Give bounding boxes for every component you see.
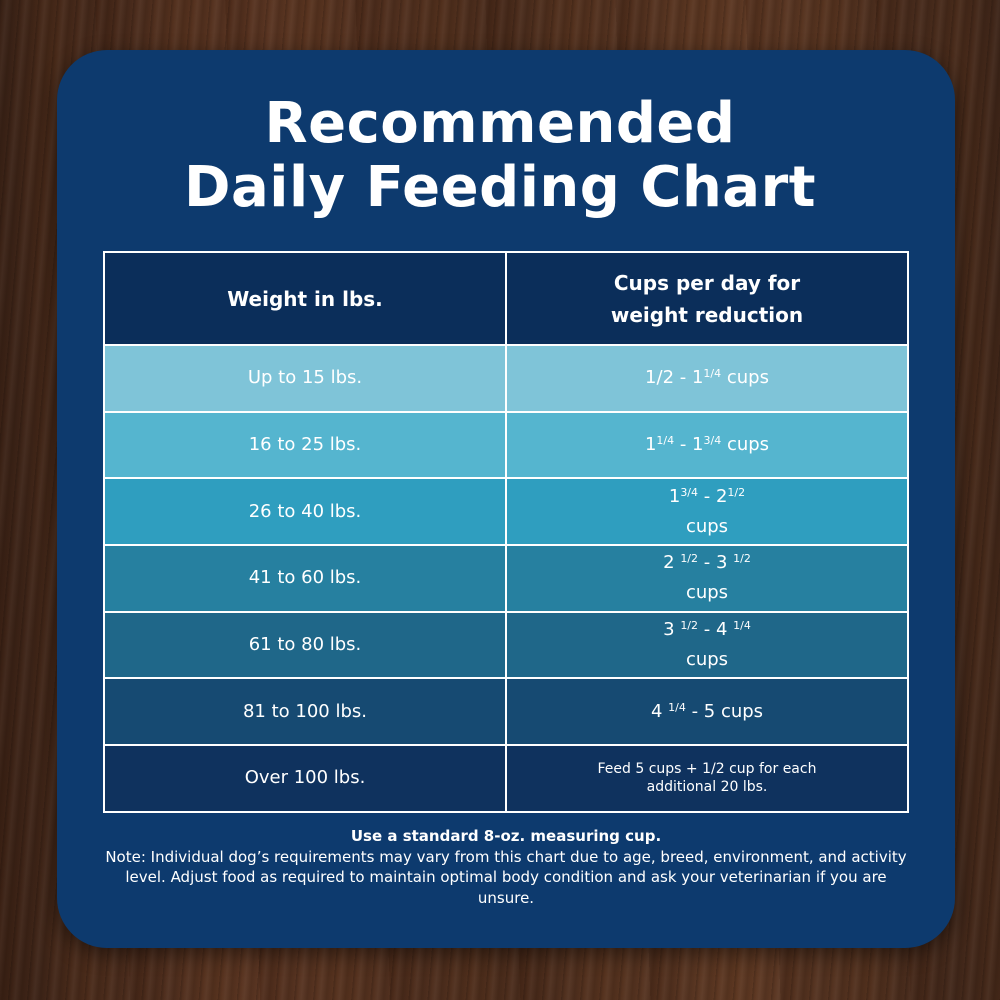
cups-start-fraction: 1/4 — [668, 700, 686, 714]
cups-cell: 11/4 - 13/4 cups — [505, 410, 909, 480]
cups-unit: cups — [685, 582, 729, 604]
cups-end: - 1 — [679, 434, 704, 456]
weight-cell: 81 to 100 lbs. — [103, 677, 507, 747]
feeding-notes: Use a standard 8-oz. measuring cup. Note… — [100, 826, 912, 908]
cups-start: 2 — [663, 552, 675, 574]
cups-start: 1 — [644, 434, 657, 456]
cups-end-fraction: 1/4 — [733, 619, 751, 633]
cups-end: - 5 cups — [691, 700, 764, 722]
table-row: 61 to 80 lbs. 3 1/2 - 4 1/4 cups — [103, 610, 909, 680]
weight-cell: 16 to 25 lbs. — [103, 410, 507, 480]
page-title: Recommended Daily Feeding Chart — [0, 92, 1000, 220]
cups-end-fraction: 1/2 — [727, 485, 746, 499]
title-line-1: Recommended — [264, 91, 736, 156]
cups-unit: cups — [685, 515, 729, 537]
cups-start-fraction: 3/4 — [680, 485, 699, 499]
table-row: Up to 15 lbs. 1/2 - 11/4 cups — [103, 344, 909, 413]
title-line-2: Daily Feeding Chart — [184, 155, 816, 220]
cups-start-fraction: 1/2 — [680, 552, 699, 566]
feeding-table: Weight in lbs. Cups per day for weight r… — [103, 251, 909, 813]
table-row: 41 to 60 lbs. 2 1/2 - 3 1/2 cups — [103, 544, 909, 613]
cups-end-fraction: 3/4 — [703, 433, 722, 447]
cups-end: - 2 — [703, 485, 728, 507]
cups-cell: 4 1/4 - 5 cups — [505, 677, 909, 747]
cups-cell: 13/4 - 21/2 cups — [505, 477, 909, 547]
cups-start-fraction: 1/4 — [703, 367, 722, 381]
weight-cell: 41 to 60 lbs. — [103, 544, 507, 613]
table-row: 26 to 40 lbs. 13/4 - 21/2 cups — [103, 477, 909, 547]
cups-start-fraction: 1/2 — [680, 619, 699, 633]
cups-unit: cups — [726, 434, 770, 456]
table-row: 16 to 25 lbs. 11/4 - 13/4 cups — [103, 410, 909, 480]
cups-unit: cups — [685, 649, 729, 671]
cups-start: 4 — [650, 700, 663, 722]
cups-end: - 3 — [703, 552, 728, 574]
table-header-row: Weight in lbs. Cups per day for weight r… — [103, 251, 909, 346]
cups-cell: Feed 5 cups + 1/2 cup for each additiona… — [505, 744, 909, 813]
table-row: Over 100 lbs. Feed 5 cups + 1/2 cup for … — [103, 744, 909, 813]
column-header-weight: Weight in lbs. — [103, 251, 507, 346]
weight-cell: 26 to 40 lbs. — [103, 477, 507, 547]
cups-cell: 1/2 - 11/4 cups — [505, 344, 909, 413]
measuring-cup-note: Use a standard 8-oz. measuring cup. — [350, 827, 662, 845]
cups-cell: 3 1/2 - 4 1/4 cups — [505, 610, 909, 680]
cups-start: 1 — [668, 485, 681, 507]
weight-cell: Over 100 lbs. — [103, 744, 507, 813]
disclaimer-note: Note: Individual dog’s requirements may … — [105, 847, 907, 907]
column-header-cups: Cups per day for weight reduction — [505, 251, 909, 346]
cups-unit: cups — [726, 367, 769, 389]
cups-cell: 2 1/2 - 3 1/2 cups — [505, 544, 909, 613]
cups-end: - 4 — [703, 619, 728, 641]
cups-start: 1/2 - 1 — [645, 367, 704, 389]
cups-start-fraction: 1/4 — [656, 433, 675, 447]
weight-cell: Up to 15 lbs. — [103, 344, 507, 413]
table-row: 81 to 100 lbs. 4 1/4 - 5 cups — [103, 677, 909, 747]
cups-start: 3 — [663, 619, 675, 641]
cups-end-fraction: 1/2 — [733, 552, 751, 566]
weight-cell: 61 to 80 lbs. — [103, 610, 507, 680]
